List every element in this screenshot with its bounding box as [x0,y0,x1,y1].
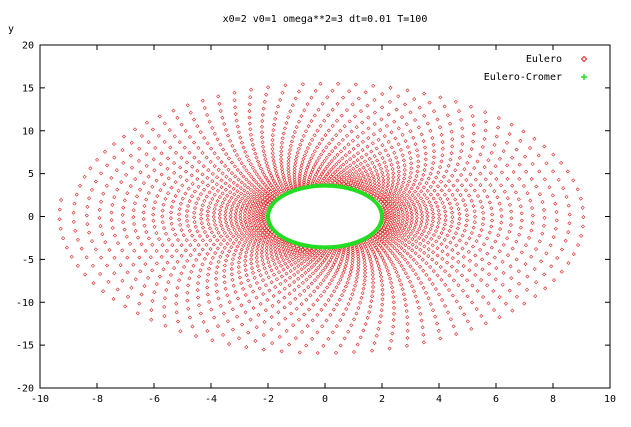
y-tick-label: -5 [22,255,34,266]
x-tick-label: 8 [550,394,556,405]
legend-marker-eulero [580,55,588,63]
x-tick-label: -10 [31,394,49,405]
y-tick-label: 0 [28,212,34,223]
x-tick-label: 4 [436,394,442,405]
legend-label-eulero: Eulero [526,54,562,65]
legend: Eulero Eulero-Cromer [484,54,588,83]
y-tick-label: 20 [22,41,34,52]
legend-label-eulero-cromer: Eulero-Cromer [484,72,562,83]
eulero-cromer-ring [266,184,384,249]
legend-plus [581,74,587,80]
plot-frame [39,44,611,389]
y-tick-label: -10 [16,298,34,309]
y-tick-label: 5 [28,169,34,180]
x-tick-label: 6 [493,394,499,405]
x-tick-label: -2 [262,394,274,405]
y-tick-label: -15 [16,341,34,352]
x-tick-label: -4 [205,394,217,405]
legend-diamond [580,55,588,63]
y-tick-label: 10 [22,126,34,137]
x-tick-label: 10 [604,394,616,405]
y-tick-label: -20 [16,384,34,395]
x-tick-label: -8 [91,394,103,405]
chart-title: x0=2 v0=1 omega**2=3 dt=0.01 T=100 [223,14,428,25]
eulero-points [57,81,586,356]
series-eulero-cromer [266,183,384,250]
eulero-cromer-points [266,183,384,250]
y-axis-label: y [8,24,14,35]
series-eulero [57,81,586,356]
x-tick-label: 2 [379,394,385,405]
x-tick-label: 0 [322,394,328,405]
plot-area [57,81,586,356]
x-tick-label: -6 [148,394,160,405]
y-tick-label: 15 [22,83,34,94]
legend-marker-eulero-cromer [581,74,587,80]
